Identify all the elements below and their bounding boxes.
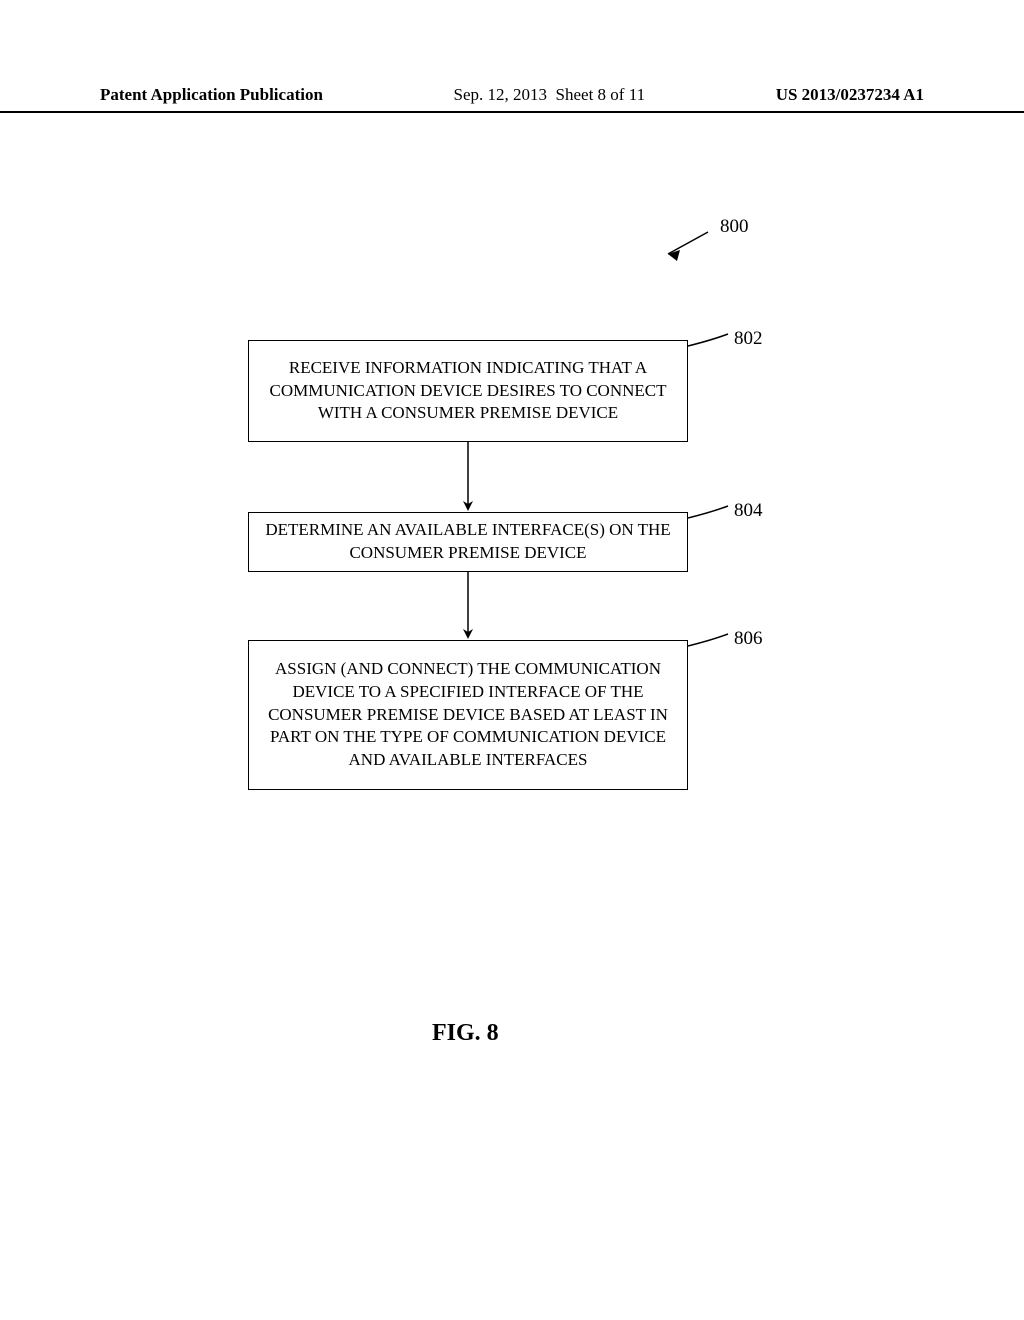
flow-box-804: DETERMINE AN AVAILABLE INTERFACE(S) ON T…: [248, 512, 688, 572]
flow-box-text: ASSIGN (AND CONNECT) THE COMMUNICATION D…: [261, 658, 675, 773]
flow-box-text: RECEIVE INFORMATION INDICATING THAT A CO…: [261, 357, 675, 426]
pub-label: Patent Application Publication: [100, 85, 323, 105]
flow-box-text: DETERMINE AN AVAILABLE INTERFACE(S) ON T…: [261, 519, 675, 565]
ref-800: 800: [720, 216, 749, 238]
doc-number: US 2013/0237234 A1: [776, 85, 924, 105]
ref-804: 804: [734, 500, 763, 522]
figure-caption: FIG. 8: [432, 1020, 499, 1047]
flow-box-806: ASSIGN (AND CONNECT) THE COMMUNICATION D…: [248, 640, 688, 790]
pub-date: Sep. 12, 2013 Sheet 8 of 11: [454, 85, 646, 105]
ref-802: 802: [734, 328, 763, 350]
flow-box-802: RECEIVE INFORMATION INDICATING THAT A CO…: [248, 340, 688, 442]
page-header: Patent Application Publication Sep. 12, …: [0, 85, 1024, 113]
ref-806: 806: [734, 628, 763, 650]
